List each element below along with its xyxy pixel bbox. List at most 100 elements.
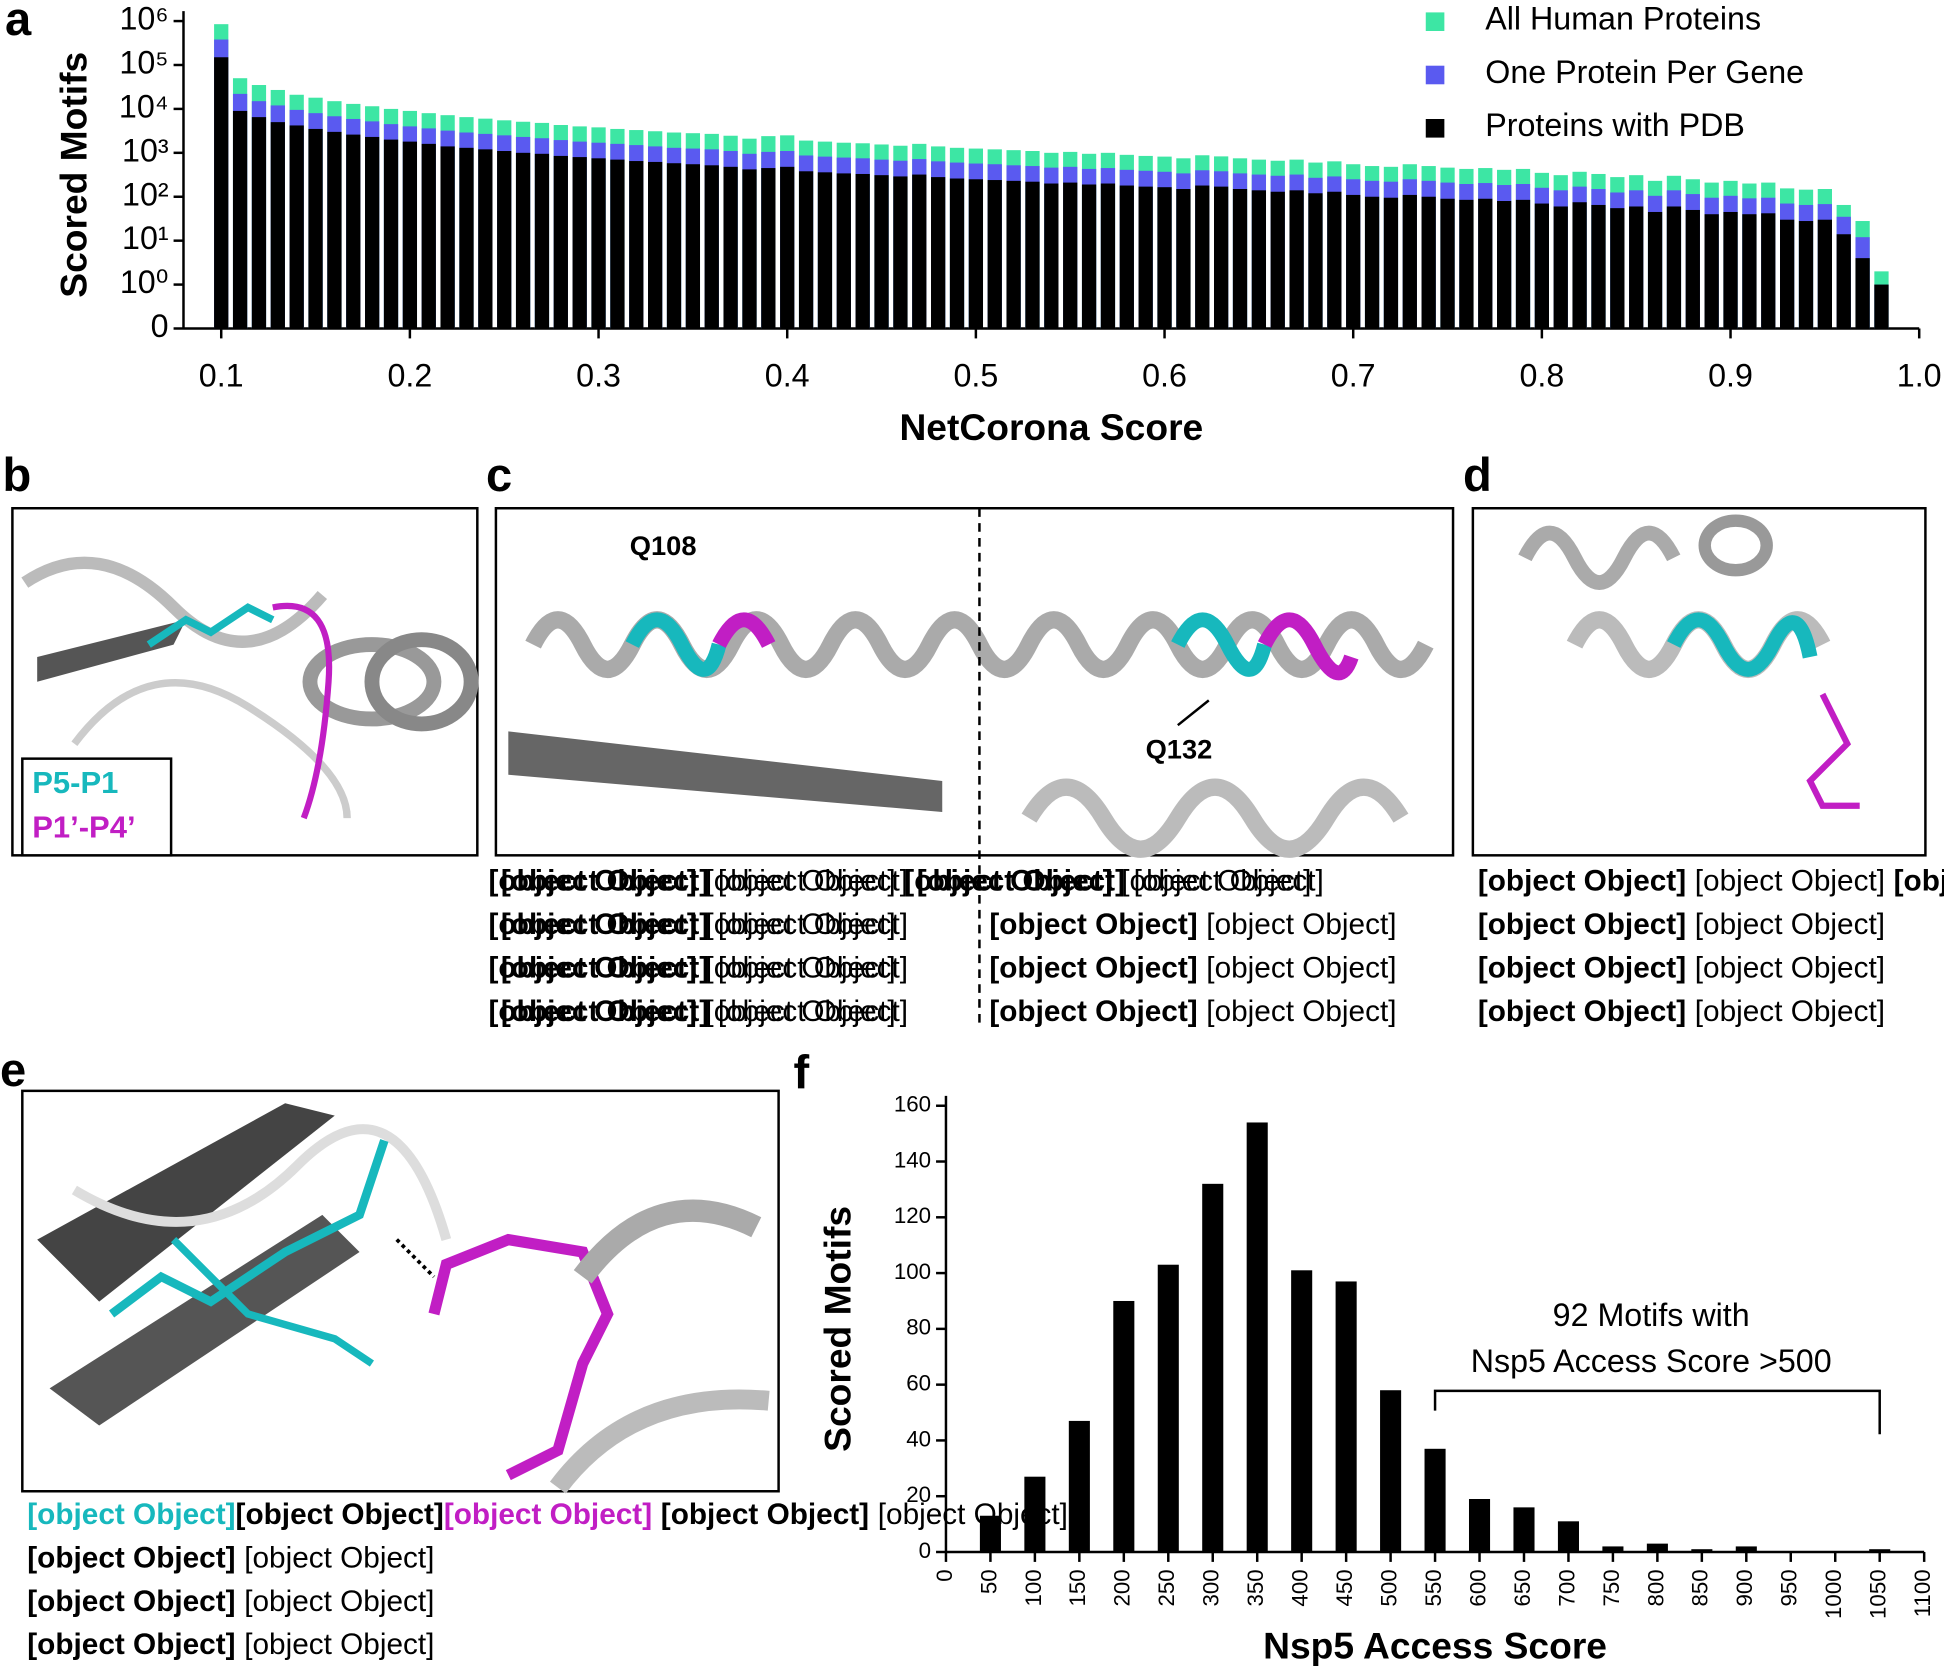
- caption-text: [object Object]: [989, 951, 1197, 984]
- bar: [1869, 1549, 1891, 1552]
- bar: [1855, 258, 1870, 329]
- x-tick-label: 1.0: [1897, 358, 1942, 394]
- x-tick-label: 0.3: [576, 358, 621, 394]
- x-tick-label: 0.7: [1331, 358, 1376, 394]
- caption-line: [object Object][object Object][object Ob…: [1478, 864, 1944, 897]
- caption-text: [object Object]: [705, 951, 895, 984]
- y-tick-label: 10³: [122, 132, 169, 168]
- y-tick-label: 60: [906, 1371, 931, 1396]
- x-tick-label: 500: [1376, 1569, 1401, 1606]
- bar: [1691, 1549, 1713, 1552]
- bar: [1335, 1281, 1357, 1552]
- bar: [1553, 206, 1568, 329]
- bar: [742, 169, 757, 329]
- bar: [893, 176, 908, 329]
- x-tick-label: 700: [1554, 1569, 1579, 1606]
- bar: [1024, 1476, 1046, 1552]
- bar: [1610, 208, 1625, 329]
- caption-text: [object Object]: [989, 908, 1197, 941]
- caption-line: [object Object] [object Object]: [1478, 908, 1885, 941]
- panel-label: e: [0, 1043, 26, 1096]
- bar: [327, 131, 342, 329]
- x-tick-label: 400: [1288, 1569, 1313, 1606]
- x-tick-label: 0.9: [1708, 358, 1753, 394]
- caption-text: [object Object]: [705, 864, 895, 897]
- caption-text: [object Object]: [705, 908, 895, 941]
- x-tick-label: 150: [1065, 1569, 1090, 1606]
- caption-text: [object Object]: [1478, 864, 1686, 897]
- legend-swatch: [1425, 12, 1445, 31]
- caption-text: [object Object]: [27, 1498, 235, 1531]
- panel-label: b: [2, 448, 31, 501]
- bar: [1157, 1264, 1179, 1552]
- y-tick-label: 160: [894, 1092, 931, 1117]
- x-tick-label: 1000: [1821, 1569, 1846, 1619]
- caption-line: [object Object][object Object][object Ob…: [27, 1498, 1068, 1531]
- legend-label: All Human Proteins: [1485, 1, 1761, 37]
- bar: [1440, 198, 1455, 329]
- bar: [704, 165, 719, 329]
- x-tick-label: 650: [1510, 1569, 1535, 1606]
- bar: [459, 147, 474, 329]
- bar: [1364, 196, 1380, 329]
- x-tick-label: 450: [1332, 1569, 1357, 1606]
- caption-line: [object Object] [object Object]: [1478, 951, 1885, 984]
- caption-text: [object Object]: [244, 1628, 434, 1661]
- bar: [1874, 284, 1889, 329]
- caption-text: [object Object]: [501, 908, 709, 941]
- bar: [1246, 1122, 1268, 1552]
- bar: [931, 177, 946, 329]
- x-tick-label: 0.6: [1142, 358, 1187, 394]
- caption-text: [object Object]: [1134, 864, 1324, 897]
- x-tick-label: 0.4: [765, 358, 810, 394]
- bar: [723, 166, 738, 329]
- bar: [1346, 194, 1361, 329]
- caption-text: [object Object]: [1206, 908, 1396, 941]
- y-tick-label: 140: [894, 1147, 931, 1172]
- caption-text: [object Object]: [501, 951, 709, 984]
- bar: [1081, 184, 1097, 329]
- bar: [1113, 1300, 1135, 1552]
- bar: [1685, 209, 1700, 329]
- bar: [855, 173, 870, 329]
- x-tick-label: 250: [1154, 1569, 1179, 1606]
- y-tick-label: 40: [906, 1426, 931, 1451]
- caption-line: [object Object] [object Object]: [501, 995, 908, 1028]
- bar: [1557, 1521, 1579, 1552]
- caption-line: [object Object] [object Object]: [27, 1585, 434, 1618]
- x-tick-label: 950: [1777, 1569, 1802, 1606]
- bar: [383, 139, 399, 329]
- caption-text: [object Object]: [488, 951, 696, 984]
- bar: [968, 179, 984, 329]
- panel-label: f: [793, 1045, 809, 1098]
- y-tick-label: 10⁵: [119, 45, 168, 81]
- caption-text: [object Object]: [236, 1498, 444, 1531]
- caption-line: [object Object] [object Object]: [1478, 995, 1885, 1028]
- bar: [440, 146, 455, 329]
- y-tick-label: 0: [919, 1538, 931, 1563]
- bar: [1602, 1546, 1624, 1552]
- bar: [1798, 221, 1814, 329]
- bar: [251, 117, 267, 329]
- bar: [1591, 204, 1606, 329]
- bar: [346, 134, 361, 329]
- bar: [572, 157, 587, 329]
- bar: [1119, 185, 1134, 329]
- x-tick-label: 50: [976, 1569, 1001, 1594]
- bar: [629, 161, 644, 329]
- bar: [1195, 185, 1210, 329]
- caption-text: [object Object]: [1121, 864, 1311, 897]
- bar: [1402, 194, 1417, 329]
- bar: [949, 178, 965, 329]
- caption-line: [object Object] [object Object]: [501, 951, 908, 984]
- y-tick-label: 10¹: [122, 220, 169, 256]
- x-tick-label: 550: [1421, 1569, 1446, 1606]
- bar: [1836, 234, 1851, 329]
- caption-text: [object Object]: [917, 864, 1125, 897]
- bar: [761, 168, 776, 329]
- bar: [874, 175, 889, 329]
- bar: [1138, 186, 1153, 329]
- bar: [685, 164, 701, 329]
- bar: [836, 173, 851, 329]
